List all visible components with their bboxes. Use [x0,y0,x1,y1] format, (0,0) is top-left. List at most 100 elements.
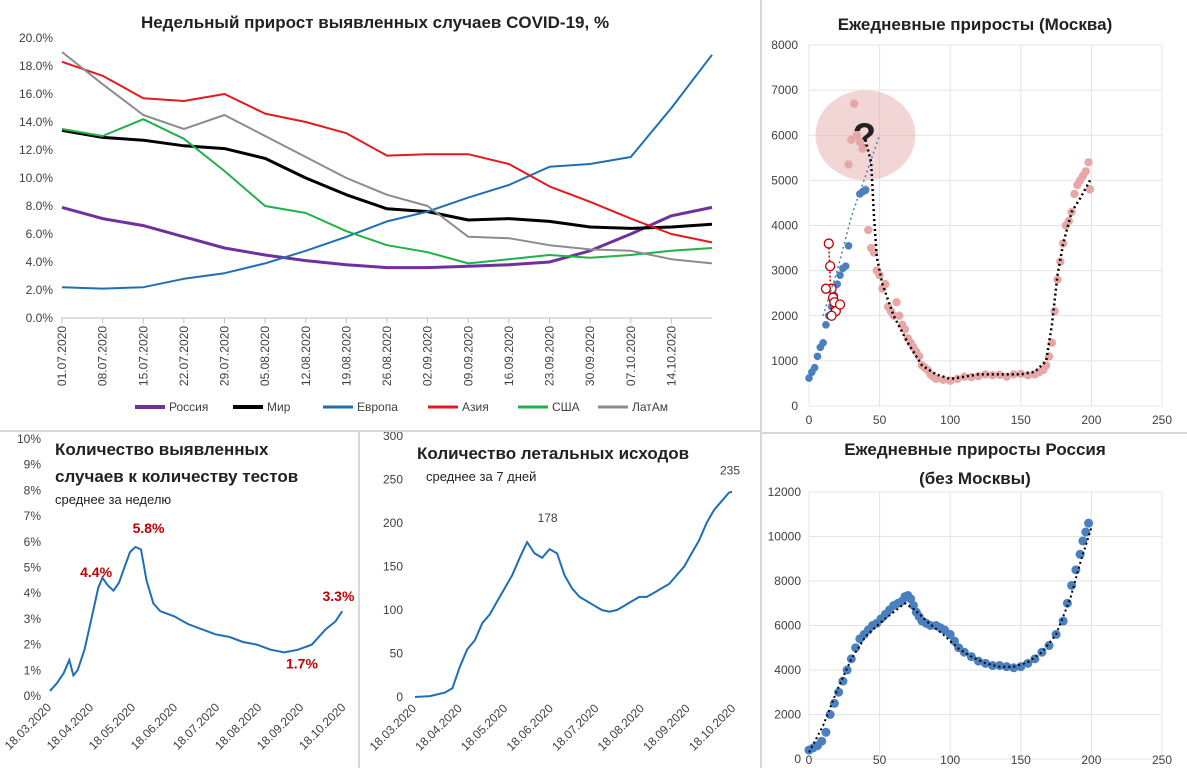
moscow-point-blue [822,320,830,329]
series-line-ЛатАм [61,51,713,265]
legend-label: ЛатАм [632,400,668,414]
data-label: 235 [720,464,740,478]
deaths-panel: Количество летальных исходов среднее за … [360,432,760,768]
y-tick-label: 5000 [771,173,798,187]
x-tick-label: 18.09.2020 [640,701,693,754]
data-label: 5.8% [133,520,165,536]
x-tick-label: 18.06.2020 [504,701,557,754]
y-tick-label: 3000 [771,264,798,278]
moscow-chart-title: Ежедневные приросты (Москва) [838,15,1113,34]
deaths-line [414,490,733,698]
moscow-point-open [823,238,834,249]
russia-point [945,629,955,639]
russia-point [817,736,827,746]
moscow-point-blue [841,262,850,270]
x-tick-label: 100 [940,413,960,427]
moscow-point-pink [1081,167,1090,176]
x-tick-label: 09.09.2020 [461,326,475,386]
moscow-point-blue [836,271,844,279]
russia-point [949,636,959,646]
y-tick-label: 12.0% [19,143,53,157]
x-tick-label: 100 [940,753,960,767]
y-tick-label: 1% [24,663,42,677]
moscow-daily-chart: Ежедневные приросты (Москва) 01000200030… [771,15,1172,427]
moscow-point-blue [819,339,827,347]
y-tick-label: 4.0% [26,255,54,269]
deaths-subtitle: среднее за 7 дней [426,469,536,484]
y-tick-label: 16.0% [19,87,53,101]
x-tick-label: 150 [1011,413,1031,427]
y-tick-label: 6000 [774,619,801,633]
moscow-point-pink [1023,371,1033,380]
russia-point [821,727,831,737]
y-tick-label: 8000 [774,574,801,588]
y-tick-label: 50 [390,647,404,661]
x-tick-label: 150 [1011,753,1031,767]
moscow-point-pink [892,298,901,307]
x-tick-label: 18.10.2020 [686,701,739,754]
x-tick-label: 02.09.2020 [421,326,435,386]
series-line-Европа [61,54,713,290]
russia-point [1009,663,1019,673]
y-tick-label: 6000 [771,128,798,142]
moscow-point-pink [881,279,890,289]
x-tick-label: 50 [873,753,887,767]
russia-point [1023,658,1033,668]
russia-point [1058,616,1068,626]
y-tick-label: 10% [17,432,41,446]
y-tick-label: 0% [24,689,42,703]
moscow-point-blue [805,374,813,382]
russia-point [1037,647,1047,657]
positivity-title-line2: случаев к количеству тестов [55,467,298,486]
moscow-point-pink [849,99,859,108]
weekly-chart-title: Недельный прирост выявленных случаев COV… [141,13,609,32]
moscow-point-pink [931,374,941,384]
x-tick-label: 22.07.2020 [177,326,191,386]
russia-panel: Ежедневные приросты Россия (без Москвы) … [762,434,1187,768]
positivity-panel: Количество выявленных случаев к количест… [0,432,358,768]
moscow-panel: Ежедневные приросты (Москва) 0 1000 2000 30… [762,0,1187,432]
moscow-point-pink [974,372,983,381]
data-label: 1.7% [286,655,318,671]
moscow-point-pink [858,144,867,153]
y-tick-label: 100 [383,603,403,617]
y-tick-label: 250 [383,473,403,487]
legend-label: Мир [267,400,291,414]
russia-trend-line [808,527,1093,753]
y-tick-label: 18.0% [19,59,53,73]
moscow-point-blue [813,352,822,361]
deaths-chart: Количество летальных исходов среднее за … [367,432,741,754]
x-tick-label: 200 [1081,753,1101,767]
russia-point [995,661,1005,671]
moscow-point-pink [855,137,865,147]
russia-point [846,654,856,664]
y-tick-label: 2000 [774,708,801,722]
moscow-point-pink [1002,372,1011,381]
series-line-Мир [61,128,713,230]
y-tick-label: 4% [24,586,42,600]
y-tick-label: 6% [24,535,42,549]
x-tick-label: 29.07.2020 [218,326,232,386]
moscow-point-open [826,310,837,321]
moscow-point-pink [938,375,948,385]
x-tick-label: 18.07.2020 [549,701,602,754]
question-mark-annotation: ? [853,116,876,158]
y-tick-label: 10000 [768,530,802,544]
y-tick-label: 8% [24,483,42,497]
x-tick-label: 50 [873,413,887,427]
x-tick-label: 30.09.2020 [583,326,597,386]
x-tick-label: 0 [806,413,813,427]
x-tick-label: 18.05.2020 [458,701,511,754]
x-tick-label: 250 [1152,753,1172,767]
positivity-title-line1: Количество выявленных [55,440,269,459]
russia-point [1075,549,1085,559]
moscow-point-pink [1070,189,1079,199]
series-line-Россия [61,205,713,270]
data-label: 4.4% [80,564,112,580]
moscow-point-pink [1050,307,1059,316]
data-label: 178 [538,511,558,525]
y-tick-label: 7% [24,509,42,523]
highlight-circle [815,90,916,181]
x-tick-label: 18.08.2020 [595,701,648,754]
y-tick-label: 7000 [771,83,798,97]
